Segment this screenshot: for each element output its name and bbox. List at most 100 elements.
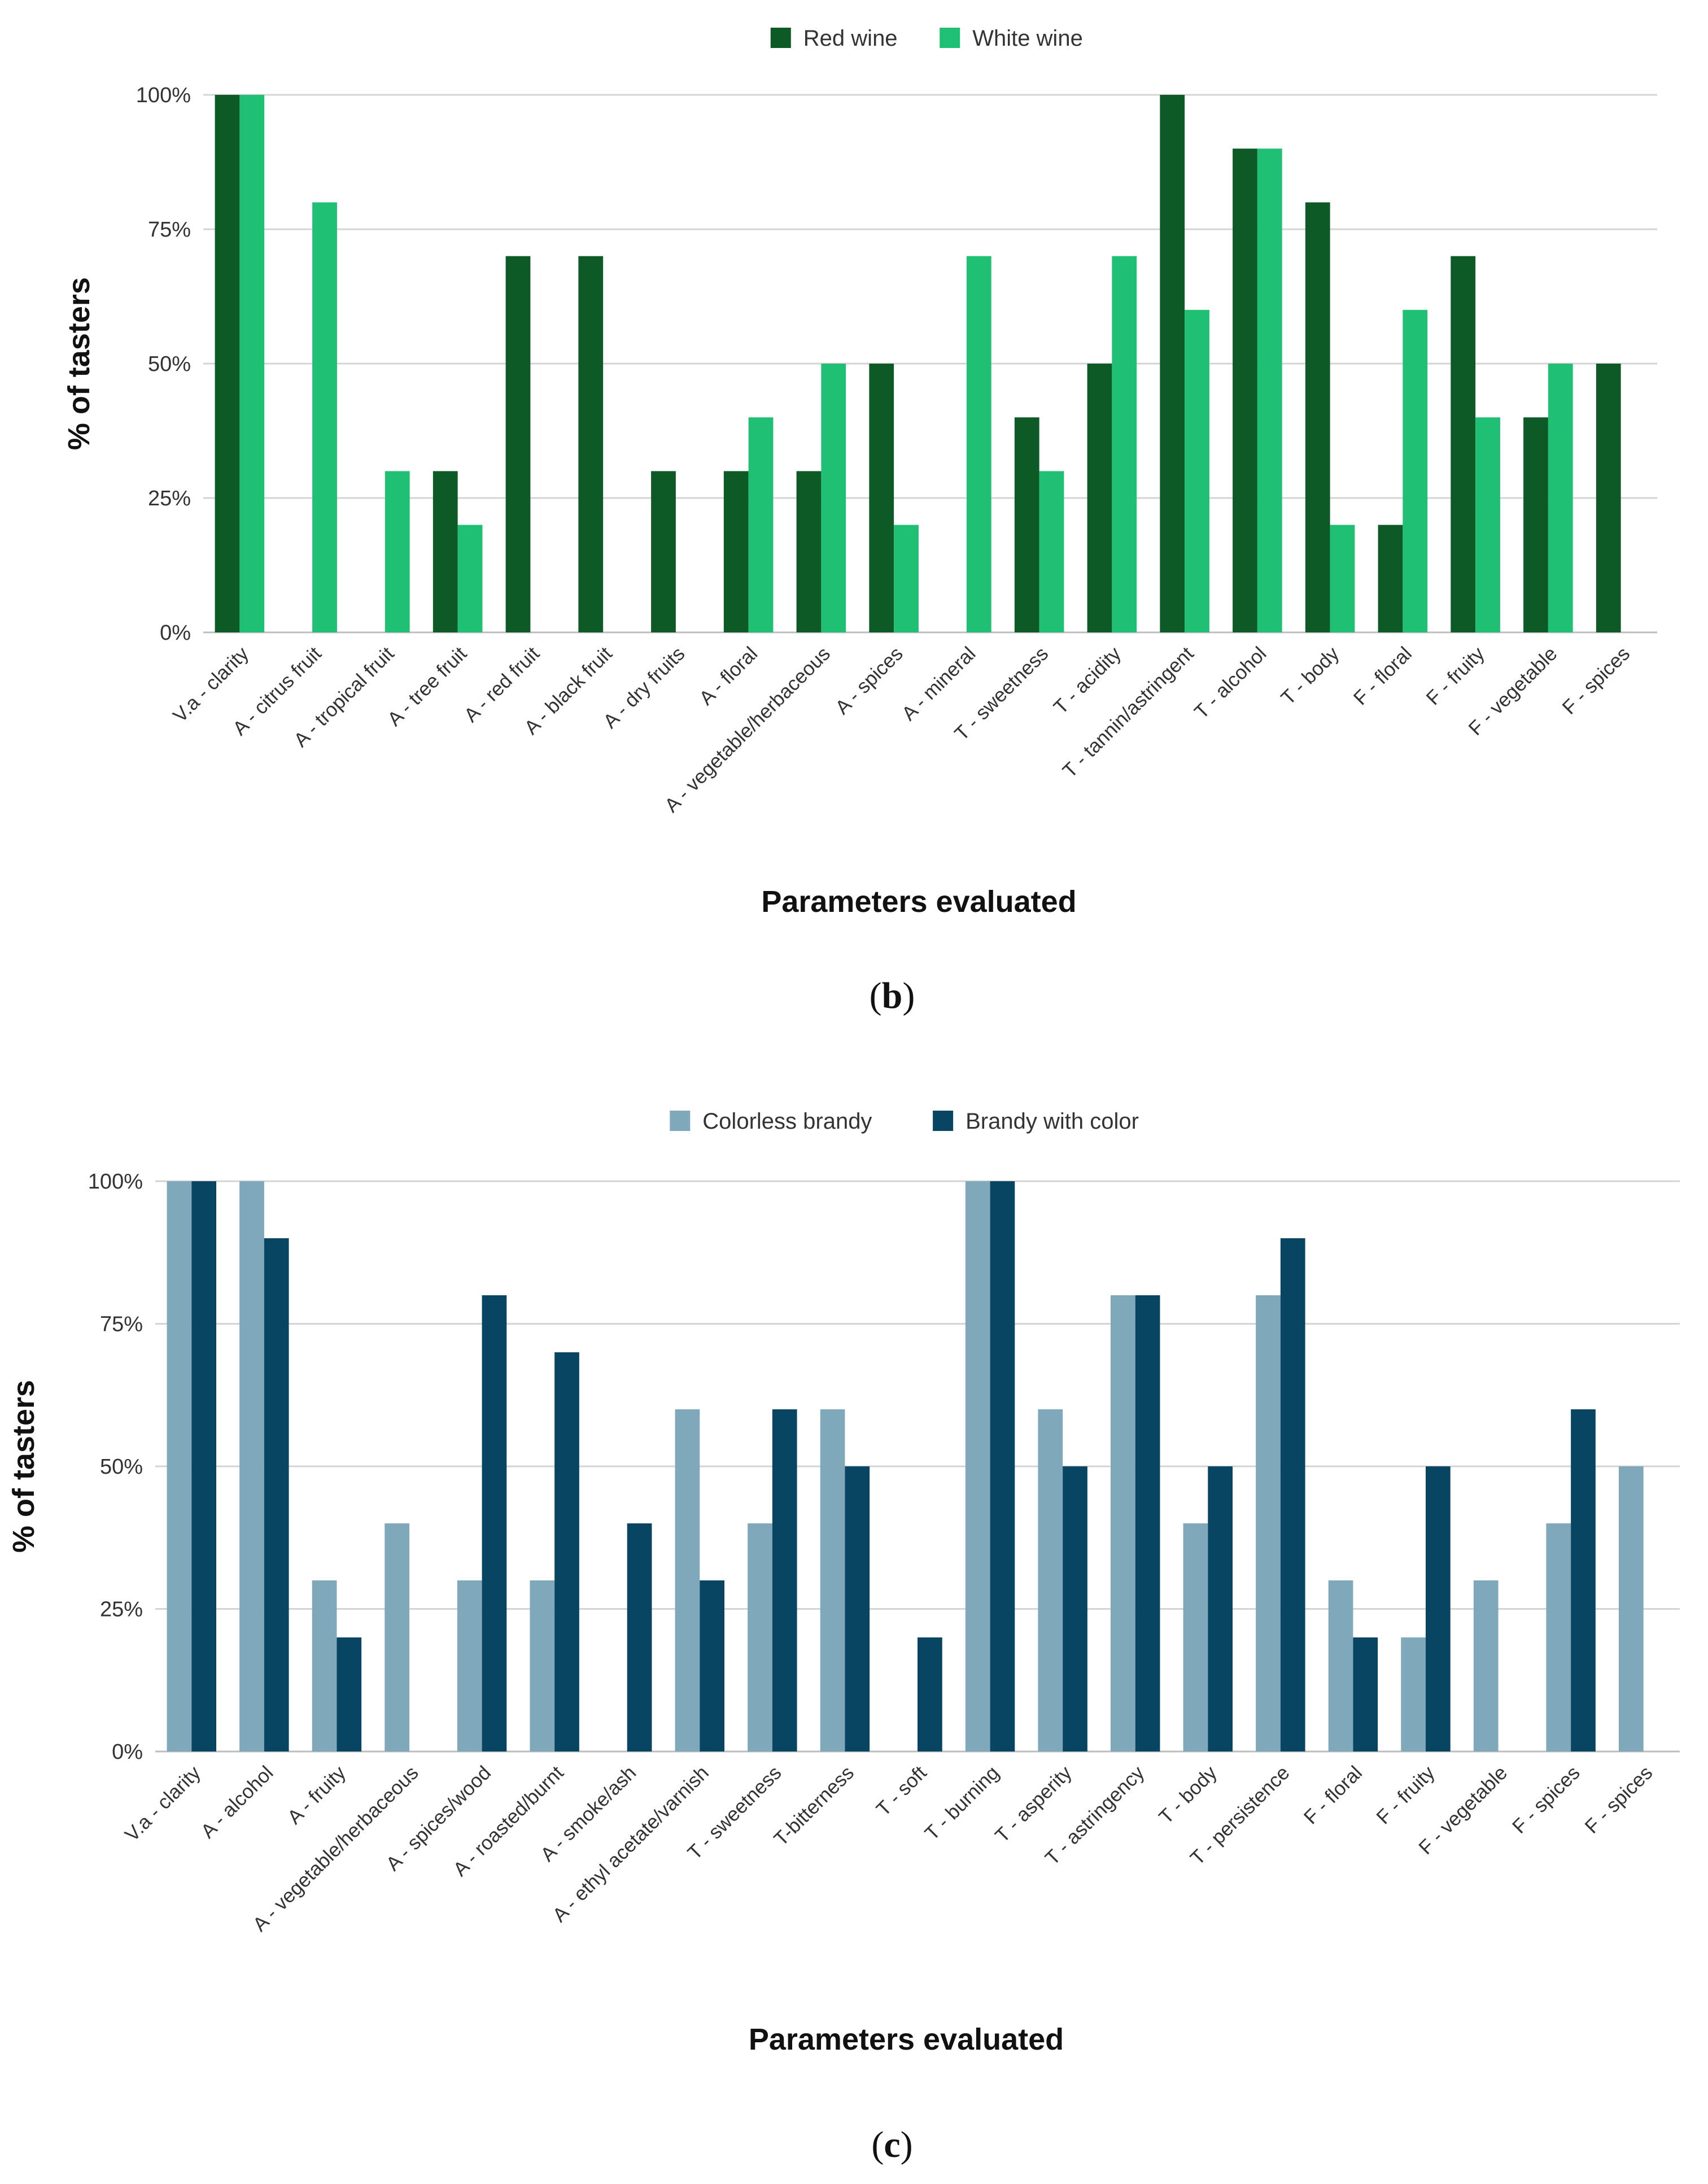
bar-colorless-brandy [239, 1181, 264, 1751]
bar-white-wine [894, 525, 919, 632]
bar-brandy-with-color [1135, 1295, 1160, 1751]
x-tick-label: A - fruity [283, 1762, 351, 1829]
x-tick-label: T - body [1155, 1762, 1221, 1828]
y-tick-label: 0% [160, 621, 191, 645]
bar-colorless-brandy [312, 1580, 337, 1751]
x-tick-label: F - floral [1349, 643, 1416, 709]
panel-caption: (c) [871, 2124, 912, 2165]
bar-colorless-brandy [1546, 1523, 1571, 1751]
bar-colorless-brandy [1473, 1580, 1499, 1751]
x-tick-label: F - spices [1508, 1762, 1584, 1838]
y-tick-label: 75% [148, 218, 191, 242]
bar-colorless-brandy [1111, 1295, 1135, 1751]
legend-swatch [933, 1111, 954, 1131]
bar-white-wine [1112, 256, 1137, 633]
bar-brandy-with-color [337, 1637, 362, 1751]
bar-colorless-brandy [385, 1523, 409, 1751]
bar-white-wine [821, 364, 846, 632]
bar-white-wine [966, 256, 991, 633]
legend-swatch [670, 1111, 691, 1131]
legend-swatch [940, 28, 960, 48]
x-tick-label: F - spices [1558, 643, 1634, 719]
y-tick-label: 75% [100, 1313, 143, 1336]
x-tick-label: T - alcohol [1190, 643, 1271, 723]
x-tick-label: T - body [1277, 643, 1343, 709]
y-tick-label: 25% [148, 487, 191, 510]
bar-red-wine [651, 471, 676, 632]
y-axis-title: % of tasters [7, 1380, 41, 1553]
bar-brandy-with-color [1063, 1466, 1087, 1751]
bar-white-wine [312, 202, 337, 632]
x-axis-title: Parameters evaluated [761, 885, 1076, 919]
bar-brandy-with-color [1280, 1238, 1305, 1751]
bar-red-wine [1378, 525, 1403, 632]
y-axis-title: % of tasters [62, 277, 96, 450]
bar-colorless-brandy [1619, 1466, 1644, 1751]
panel-caption: (b) [870, 975, 915, 1016]
x-axis-title: Parameters evaluated [749, 2023, 1064, 2056]
x-tick-label: T - soft [872, 1762, 931, 1820]
legend-swatch [770, 28, 791, 48]
bar-red-wine [1014, 417, 1039, 632]
x-tick-label: F - spices [1581, 1762, 1657, 1838]
bar-red-wine [505, 256, 531, 633]
bar-colorless-brandy [1038, 1409, 1063, 1751]
bar-red-wine [1087, 364, 1112, 632]
bar-brandy-with-color [482, 1295, 507, 1751]
x-tick-label: A - floral [695, 643, 762, 709]
bar-colorless-brandy [820, 1409, 845, 1751]
bar-brandy-with-color [191, 1181, 216, 1751]
bar-red-wine [1305, 202, 1330, 632]
y-tick-label: 100% [88, 1170, 143, 1194]
x-tick-label: F - fruity [1372, 1762, 1439, 1829]
y-tick-label: 0% [112, 1740, 143, 1764]
legend-label: Colorless brandy [702, 1109, 872, 1134]
bar-red-wine [215, 95, 240, 632]
bar-red-wine [1596, 364, 1621, 632]
bar-colorless-brandy [965, 1181, 990, 1751]
bar-white-wine [1039, 471, 1064, 632]
legend-label: Brandy with color [966, 1109, 1139, 1134]
x-tick-label: A - alcohol [196, 1762, 277, 1842]
bar-brandy-with-color [264, 1238, 289, 1751]
x-tick-label: V.a - clarity [121, 1762, 205, 1846]
x-tick-label: T - acidity [1050, 643, 1126, 719]
legend-label: Red wine [803, 26, 898, 51]
bar-colorless-brandy [1256, 1295, 1281, 1751]
x-tick-label: T - tannin/astringent [1059, 643, 1198, 782]
bar-brandy-with-color [918, 1637, 942, 1751]
x-tick-label: A - tree fruit [383, 643, 471, 731]
bar-brandy-with-color [845, 1466, 870, 1751]
bar-red-wine [1523, 417, 1548, 632]
bar-white-wine [1330, 525, 1355, 632]
bar-white-wine [1475, 417, 1500, 632]
x-tick-label: F - fruity [1422, 643, 1489, 710]
bar-colorless-brandy [530, 1580, 555, 1751]
bar-white-wine [748, 417, 774, 632]
y-tick-label: 50% [148, 352, 191, 376]
bar-colorless-brandy [675, 1409, 700, 1751]
y-tick-label: 50% [100, 1455, 143, 1479]
bar-white-wine [1185, 309, 1209, 632]
bar-brandy-with-color [700, 1580, 724, 1751]
bar-red-wine [1451, 256, 1476, 633]
bar-white-wine [457, 525, 483, 632]
x-tick-label: A - spices [831, 643, 907, 719]
bar-colorless-brandy [748, 1523, 772, 1751]
bar-brandy-with-color [1208, 1466, 1233, 1751]
bar-white-wine [1403, 309, 1428, 632]
bar-brandy-with-color [1571, 1409, 1596, 1751]
bar-brandy-with-color [627, 1523, 652, 1751]
bar-colorless-brandy [1401, 1637, 1426, 1751]
bar-colorless-brandy [1183, 1523, 1208, 1751]
bar-colorless-brandy [1328, 1580, 1353, 1751]
bar-red-wine [1233, 148, 1257, 632]
bar-red-wine [796, 471, 822, 632]
bar-white-wine [1257, 148, 1282, 632]
bar-brandy-with-color [772, 1409, 797, 1751]
bar-red-wine [578, 256, 604, 633]
bar-brandy-with-color [554, 1352, 579, 1751]
y-tick-label: 25% [100, 1598, 143, 1622]
bar-colorless-brandy [457, 1580, 482, 1751]
